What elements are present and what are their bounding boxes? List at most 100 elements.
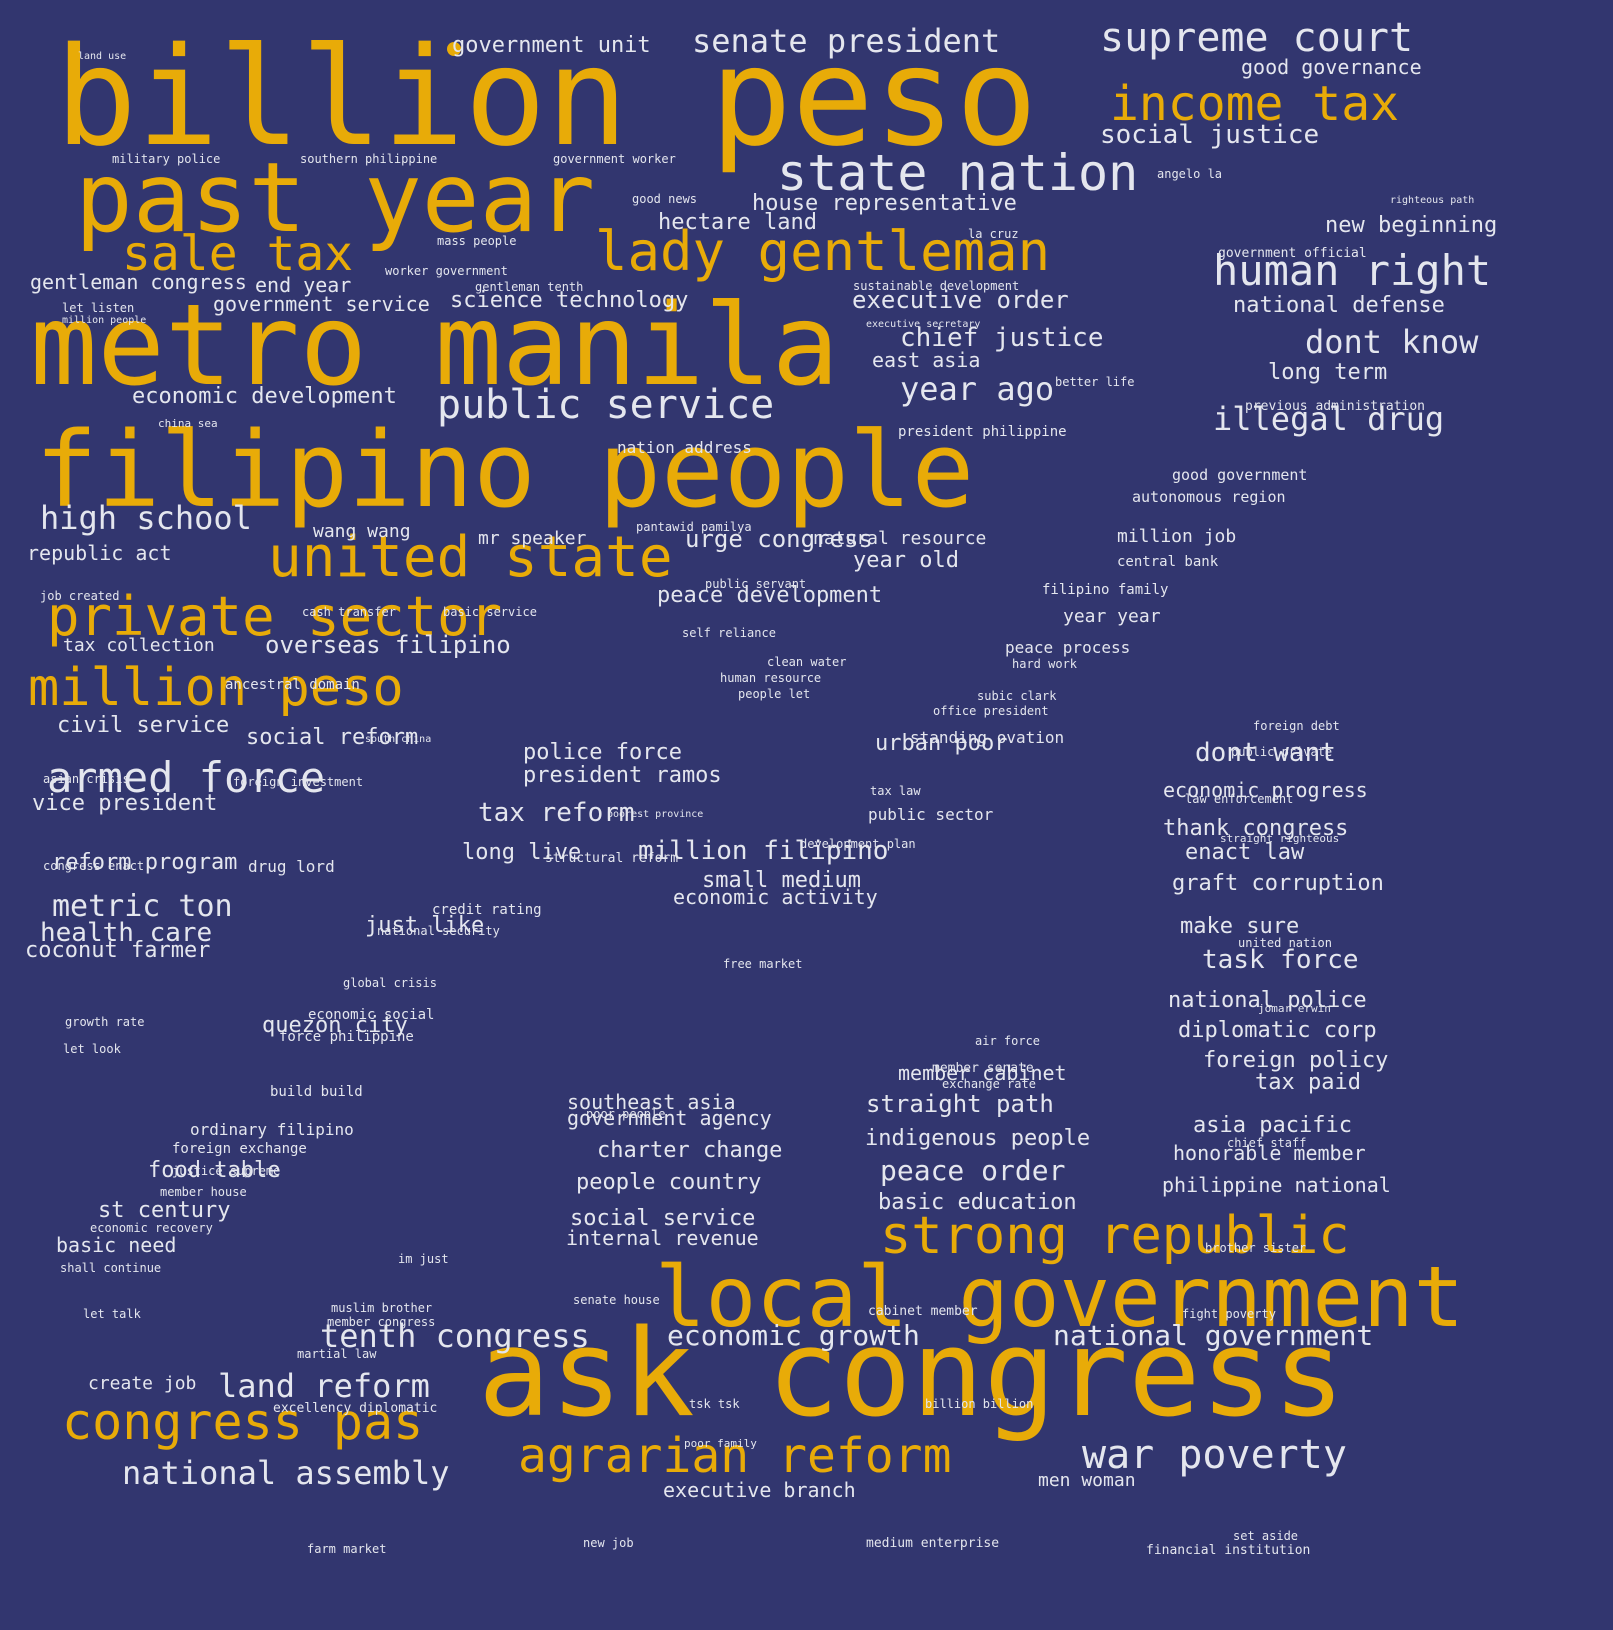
- word-economic-social: economic social: [308, 1007, 435, 1023]
- word-tsk-tsk: tsk tsk: [689, 1397, 740, 1411]
- word-science-technology: science technology: [450, 288, 689, 313]
- word-end-year: end year: [255, 273, 352, 297]
- word-social-service: social service: [570, 1206, 756, 1231]
- word-drug-lord: drug lord: [248, 857, 335, 876]
- word-natural-resource: natural resource: [813, 528, 987, 549]
- word-asia-pacific: asia pacific: [1193, 1113, 1352, 1138]
- word-lady-gentleman: lady gentleman: [595, 220, 1051, 283]
- word-nation-address: nation address: [617, 438, 752, 457]
- word-state-nation: state nation: [777, 144, 1139, 202]
- word-exchange-rate: exchange rate: [942, 1077, 1036, 1091]
- word-executive-order: executive order: [852, 286, 1069, 314]
- word-build-build: build build: [270, 1084, 363, 1100]
- word-tenth-congress: tenth congress: [320, 1317, 590, 1355]
- word-global-crisis: global crisis: [343, 976, 437, 990]
- word-economic-activity: economic activity: [673, 885, 878, 909]
- word-coconut-farmer: coconut farmer: [25, 938, 211, 963]
- word-good-news: good news: [632, 192, 698, 206]
- word-credit-rating: credit rating: [432, 902, 542, 918]
- word-let-listen: let listen: [62, 301, 135, 315]
- word-filipino-people: filipino people: [35, 409, 975, 531]
- word-local-government: local government: [655, 1248, 1465, 1346]
- word-armed-force: armed force: [47, 753, 326, 802]
- word-urban-poor: urban poor: [875, 731, 1008, 756]
- word-muslim-brother: muslim brother: [331, 1301, 433, 1315]
- word-peace-development: peace development: [657, 583, 883, 608]
- word-government-unit: government unit: [452, 33, 651, 58]
- word-public-private: public private: [1231, 745, 1333, 759]
- word-shall-continue: shall continue: [60, 1261, 162, 1275]
- word-la-cruz: la cruz: [968, 227, 1019, 241]
- word-justice-supreme: justice supreme: [172, 1164, 281, 1178]
- word-million-people: million people: [62, 315, 147, 326]
- word-make-sure: make sure: [1180, 914, 1300, 939]
- word-congress-enact: congress enact: [43, 859, 145, 873]
- word-create-job: create job: [88, 1373, 197, 1394]
- word-cabinet-member: cabinet member: [868, 1304, 978, 1319]
- word-standing-ovation: standing ovation: [910, 728, 1065, 747]
- word-economic-growth: economic growth: [667, 1319, 920, 1352]
- word-social-reform: social reform: [246, 725, 419, 750]
- word-new-job: new job: [583, 1536, 634, 1550]
- word-let-talk: let talk: [83, 1307, 141, 1321]
- word-structural-reform: structural reform: [545, 851, 679, 866]
- word-year-ago: year ago: [900, 370, 1055, 408]
- word-ordinary-filipino: ordinary filipino: [190, 1120, 354, 1139]
- word-basic-education: basic education: [878, 1190, 1077, 1215]
- word-pantawid-pamilya: pantawid pamilya: [636, 520, 752, 534]
- word-office-president: office president: [933, 704, 1049, 718]
- word-illegal-drug: illegal drug: [1213, 400, 1445, 438]
- word-fight-poverty: fight poverty: [1182, 1307, 1276, 1321]
- word-straight-righteous: straight righteous: [1220, 832, 1340, 845]
- word-hectare-land: hectare land: [658, 210, 817, 235]
- word-air-force: air force: [975, 1034, 1041, 1048]
- word-worker-government: worker government: [385, 264, 508, 278]
- word-member-senate: member senate: [932, 1061, 1034, 1076]
- word-charter-change: charter change: [597, 1138, 783, 1163]
- word-public-servant: public servant: [705, 577, 807, 591]
- word-government-service: government service: [213, 292, 430, 316]
- word-overseas-filipino: overseas filipino: [265, 631, 511, 659]
- word-task-force: task force: [1202, 945, 1359, 975]
- word-member-house: member house: [160, 1185, 247, 1199]
- word-reform-program: reform program: [52, 850, 238, 875]
- word-executive-secretary: executive secretary: [866, 319, 981, 330]
- word-jomar-erwin: jomar erwin: [1258, 1002, 1331, 1015]
- word-just-like: just like: [365, 913, 485, 938]
- word-gentleman-tenth: gentleman tenth: [475, 280, 584, 294]
- word-im-just: im just: [398, 1252, 449, 1266]
- word-social-justice: social justice: [1100, 120, 1320, 150]
- word-development-plan: development plan: [800, 837, 916, 851]
- word-land-reform: land reform: [218, 1367, 430, 1405]
- word-peace-order: peace order: [880, 1154, 1066, 1187]
- word-national-police: national police: [1168, 988, 1367, 1013]
- word-foreign-policy: foreign policy: [1203, 1048, 1389, 1073]
- word-supreme-court: supreme court: [1100, 15, 1414, 61]
- word-urge-congress: urge congress: [685, 525, 873, 553]
- word-tax-collection: tax collection: [63, 635, 215, 656]
- word-excellency-diplomatic: excellency diplomatic: [273, 1401, 438, 1416]
- word-gentleman-congress: gentleman congress: [30, 270, 247, 294]
- word-million-peso: million peso: [28, 658, 404, 718]
- word-republic-act: republic act: [27, 541, 172, 565]
- word-president-ramos: president ramos: [523, 763, 722, 788]
- word-set-aside: set aside: [1233, 1529, 1299, 1543]
- word-president-philippine: president philippine: [898, 424, 1067, 440]
- word-united-state: united state: [268, 525, 673, 590]
- word-good-government: good government: [1172, 466, 1308, 484]
- word-past-year: past year: [75, 142, 596, 254]
- dot-mark: [447, 42, 461, 56]
- word-sale-tax: sale tax: [122, 226, 354, 282]
- word-economic-recovery: economic recovery: [90, 1221, 213, 1235]
- word-poorest-province: poorest province: [607, 809, 704, 820]
- word-military-police: military police: [112, 152, 221, 166]
- word-billion-peso: billion peso: [55, 19, 1038, 177]
- word-southern-philippine: southern philippine: [300, 152, 438, 166]
- word-tax-reform: tax reform: [478, 798, 635, 828]
- word-metro-manila: metro manila: [30, 281, 840, 411]
- word-growth-rate: growth rate: [65, 1015, 145, 1029]
- word-tax-law: tax law: [870, 784, 921, 798]
- word-medium-enterprise: medium enterprise: [866, 1536, 1000, 1551]
- word-national-assembly: national assembly: [122, 1454, 450, 1492]
